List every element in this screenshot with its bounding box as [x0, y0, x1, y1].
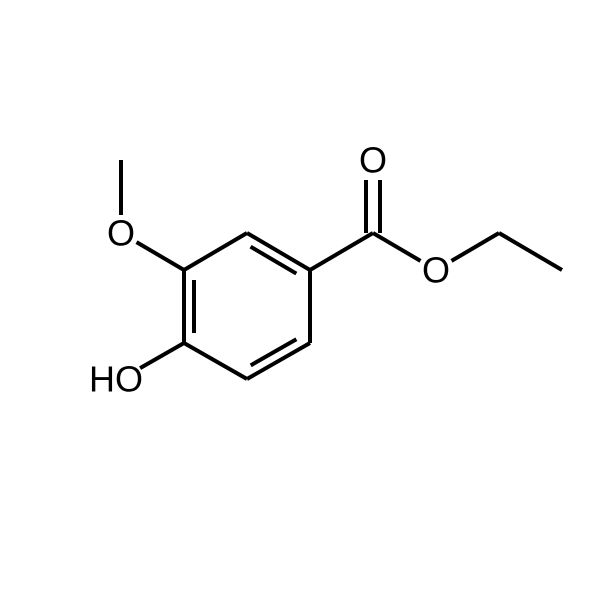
bond-line [373, 233, 420, 261]
bond-line [251, 339, 297, 365]
bond-line [452, 233, 499, 261]
bond-line [184, 233, 247, 270]
bond-line [310, 233, 373, 270]
atom-label-O12: O [107, 213, 135, 254]
bond-line [140, 343, 184, 368]
bond-line [184, 343, 247, 379]
molecule-diagram: O O O HO [0, 0, 600, 600]
atom-label-O8: O [359, 140, 387, 181]
bond-line [499, 233, 562, 270]
atom-label-O14: HO [89, 359, 143, 400]
bond-line [137, 242, 184, 270]
atom-label-O9: O [422, 250, 450, 291]
